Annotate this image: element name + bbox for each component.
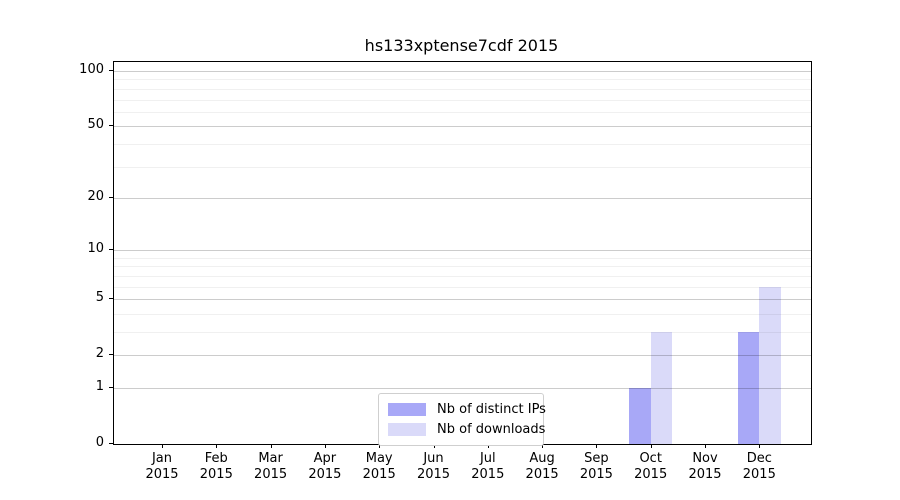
grid-line-minor <box>114 313 811 315</box>
x-tick-year: 2015 <box>471 467 505 482</box>
x-tick-mark <box>650 444 652 448</box>
x-tick-month: Nov <box>692 451 718 466</box>
x-tick-label: Feb 2015 <box>189 451 243 483</box>
x-tick-month: Dec <box>746 451 772 466</box>
grid-line-minor <box>114 286 811 288</box>
bar <box>759 286 781 444</box>
y-tick-mark <box>109 298 113 300</box>
y-tick-label: 2 <box>95 346 104 362</box>
x-tick-label: Oct 2015 <box>624 451 678 483</box>
grid-line-minor <box>114 99 811 101</box>
y-tick-label: 0 <box>95 435 104 450</box>
x-tick-mark <box>324 444 326 448</box>
legend-label-downloads: Nb of downloads <box>437 421 546 437</box>
legend-label-distinct-ips: Nb of distinct IPs <box>437 401 546 417</box>
legend-swatch-downloads <box>388 422 426 436</box>
legend-item-downloads: Nb of downloads <box>388 419 545 439</box>
x-tick-label: May 2015 <box>352 451 406 483</box>
x-tick-mark <box>759 444 761 448</box>
legend: Nb of distinct IPs Nb of downloads <box>378 393 546 446</box>
x-tick-year: 2015 <box>525 467 559 482</box>
y-tick-mark <box>109 125 113 127</box>
plot-area <box>113 61 812 445</box>
legend-swatch-distinct-ips <box>388 402 426 416</box>
grid-line-major <box>114 250 811 252</box>
grid-line-minor <box>114 331 811 333</box>
x-tick-label: Nov 2015 <box>678 451 732 483</box>
x-tick-mark <box>487 444 489 448</box>
y-tick-label: 5 <box>95 290 104 306</box>
y-tick-label: 20 <box>87 188 104 204</box>
x-tick-mark <box>162 444 163 448</box>
y-tick-mark <box>109 443 113 444</box>
x-tick-mark <box>379 444 381 448</box>
grid-line-minor <box>114 111 811 113</box>
x-tick-label: Aug 2015 <box>515 451 569 483</box>
x-tick-year: 2015 <box>416 467 451 482</box>
x-tick-mark <box>216 444 218 448</box>
x-tick-label: Apr 2015 <box>298 451 352 483</box>
grid-line-major <box>114 387 811 389</box>
grid-line-minor <box>114 79 811 81</box>
x-tick-mark <box>270 444 272 448</box>
grid-line-major <box>114 71 811 73</box>
x-tick-year: 2015 <box>254 467 288 482</box>
grid-line-major <box>114 299 811 301</box>
x-tick-label: Jan 2015 <box>135 451 189 483</box>
x-tick-month: Feb <box>204 451 228 466</box>
x-tick-year: 2015 <box>688 467 722 482</box>
x-tick-label: Sep 2015 <box>569 451 623 483</box>
x-tick-label: Jun 2015 <box>407 451 461 483</box>
x-tick-year: 2015 <box>634 467 668 482</box>
x-tick-month: Mar <box>258 451 283 466</box>
grid-line-minor <box>114 275 811 277</box>
x-tick-month: Sep <box>584 451 609 466</box>
y-tick-mark <box>109 386 113 388</box>
y-tick-label: 1 <box>95 378 104 394</box>
x-tick-month: Oct <box>639 451 662 466</box>
grid-line-minor <box>114 257 811 259</box>
x-tick-year: 2015 <box>145 467 179 482</box>
x-tick-mark <box>596 444 598 448</box>
x-tick-label: Mar 2015 <box>244 451 298 483</box>
y-tick-mark <box>109 249 113 251</box>
grid-line-minor <box>114 266 811 268</box>
x-tick-label: Jul 2015 <box>461 451 515 483</box>
x-tick-month: Jan <box>151 451 173 466</box>
x-tick-year: 2015 <box>308 467 342 482</box>
grid-line-minor <box>114 166 811 168</box>
x-tick-label: Dec 2015 <box>732 451 786 483</box>
y-tick-mark <box>109 354 113 356</box>
x-tick-mark <box>433 444 435 448</box>
bar <box>737 331 760 444</box>
grid-line-major <box>114 126 811 128</box>
y-tick-mark <box>109 70 113 72</box>
y-tick-label: 10 <box>87 241 104 257</box>
y-tick-label: 100 <box>79 62 104 78</box>
x-tick-month: Apr <box>313 451 337 466</box>
x-tick-month: May <box>365 451 393 466</box>
grid-line-major <box>114 355 811 357</box>
y-tick-mark <box>109 196 113 198</box>
x-tick-mark <box>705 444 706 448</box>
x-tick-year: 2015 <box>362 467 396 482</box>
x-tick-mark <box>542 444 544 448</box>
grid-line-major <box>114 197 811 199</box>
grid-line-minor <box>114 88 811 90</box>
x-tick-month: Jun <box>423 451 444 466</box>
y-tick-label: 50 <box>87 117 104 133</box>
x-tick-month: Aug <box>529 451 555 466</box>
x-tick-month: Jul <box>479 451 496 466</box>
legend-item-distinct-ips: Nb of distinct IPs <box>388 399 546 419</box>
chart-title: hs133xptense7cdf 2015 <box>364 36 559 55</box>
grid-line-minor <box>114 143 811 145</box>
x-tick-year: 2015 <box>742 467 776 482</box>
bar <box>650 331 673 444</box>
bar <box>629 388 651 444</box>
x-tick-year: 2015 <box>199 467 233 482</box>
x-tick-year: 2015 <box>579 467 613 482</box>
